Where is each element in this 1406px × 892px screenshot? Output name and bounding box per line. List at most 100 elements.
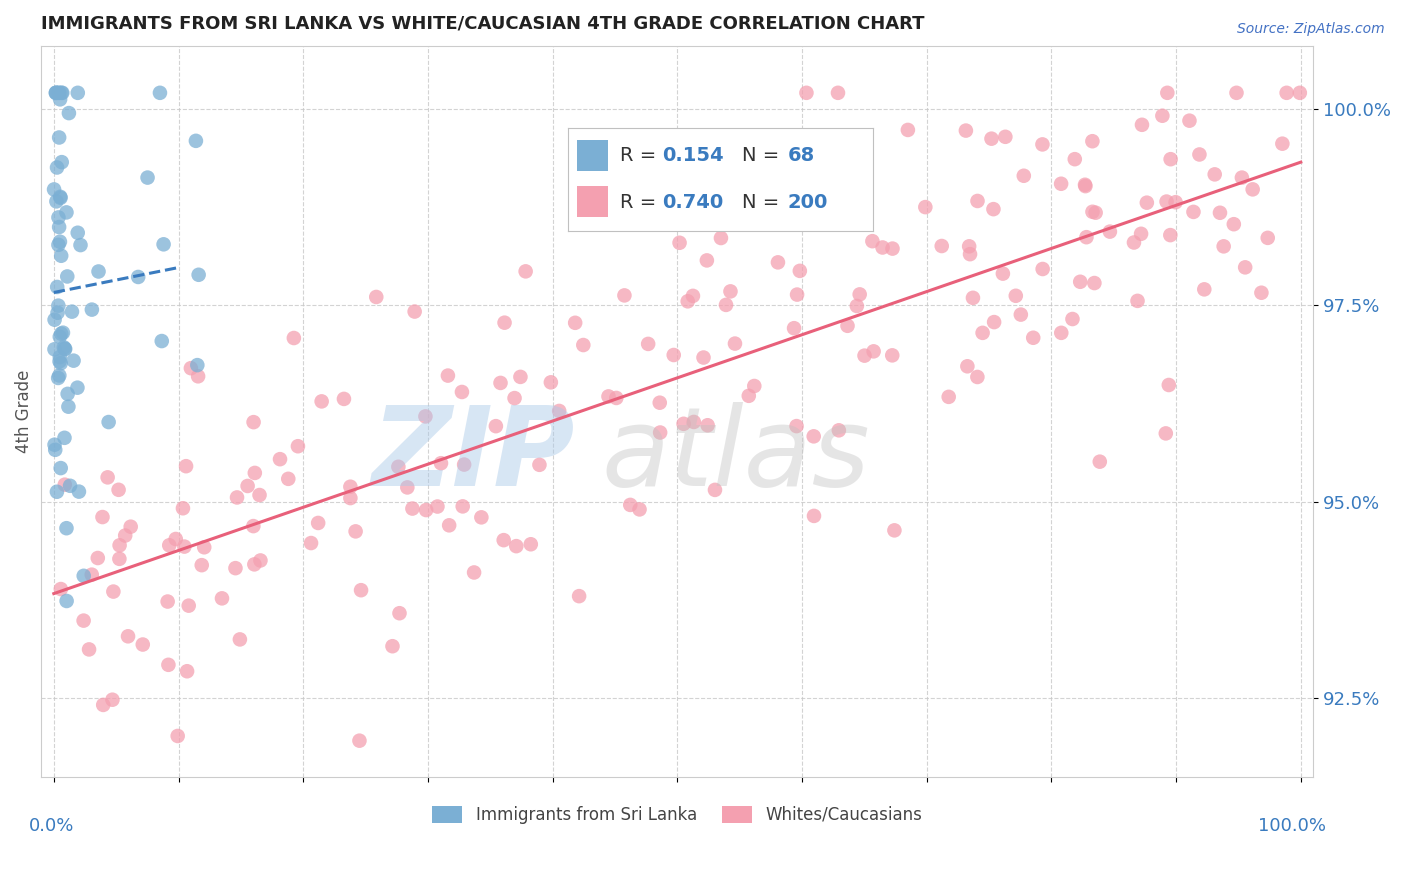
Point (388, 606, 411, 620)
Point (520, 537, 543, 551)
Point (966, 370, 988, 384)
Point (1223, 217, 1246, 231)
Point (1010, 308, 1032, 322)
Point (91, 510, 114, 524)
Point (333, 392, 356, 406)
Point (55, 594, 77, 608)
Point (1230, 170, 1253, 185)
Point (662, 348, 685, 362)
Text: 0.154: 0.154 (662, 146, 724, 165)
Point (166, 729, 188, 743)
Point (1156, 194, 1178, 209)
Point (883, 524, 905, 538)
Point (742, 379, 765, 393)
Point (1154, 426, 1177, 441)
Point (44, 312, 66, 326)
Point (1031, 137, 1053, 152)
Point (1257, 231, 1279, 245)
Point (991, 267, 1014, 281)
Point (45, 484, 67, 499)
Point (387, 459, 409, 474)
Point (704, 483, 727, 497)
Point (51, 155, 73, 169)
Point (828, 423, 851, 437)
Point (242, 415, 264, 429)
Point (56, 269, 79, 284)
Point (962, 291, 984, 305)
Point (860, 234, 883, 248)
Point (564, 316, 586, 330)
Point (1074, 178, 1097, 192)
Point (184, 134, 207, 148)
Point (783, 321, 806, 335)
Text: R =: R = (620, 194, 662, 212)
Point (396, 480, 419, 494)
Point (58, 400, 80, 414)
Point (48, 220, 70, 235)
Point (1225, 86, 1247, 100)
Point (136, 170, 159, 185)
Point (287, 439, 309, 453)
Point (613, 288, 636, 302)
Point (672, 417, 695, 431)
Text: 200: 200 (787, 194, 828, 212)
Point (157, 538, 180, 552)
Point (269, 452, 291, 467)
Point (46, 306, 69, 320)
Point (882, 242, 904, 256)
Point (49, 190, 72, 204)
Point (46, 161, 69, 175)
Point (451, 500, 474, 514)
Point (48, 130, 70, 145)
Point (1275, 86, 1298, 100)
Point (505, 539, 527, 553)
Point (492, 533, 515, 548)
Point (1123, 235, 1146, 250)
Point (172, 501, 194, 516)
Point (1063, 152, 1085, 166)
Point (837, 318, 859, 333)
Point (58, 106, 80, 120)
Point (1164, 195, 1187, 210)
Point (676, 294, 699, 309)
Point (568, 589, 591, 603)
Point (1288, 86, 1310, 100)
Point (668, 235, 690, 250)
Point (49, 191, 72, 205)
Point (44, 438, 66, 452)
Point (97, 470, 120, 484)
Point (66, 86, 89, 100)
Point (211, 591, 233, 606)
Point (1194, 282, 1216, 296)
Point (914, 200, 936, 214)
Point (66, 226, 89, 240)
Point (49, 92, 72, 106)
Point (796, 86, 818, 100)
Point (786, 287, 808, 301)
Point (430, 456, 453, 470)
Text: ZIP: ZIP (373, 401, 575, 508)
Point (682, 289, 704, 303)
Point (882, 348, 904, 362)
Point (150, 334, 173, 348)
Point (53, 477, 76, 491)
Point (48, 354, 70, 368)
Point (463, 566, 485, 580)
Point (931, 239, 953, 253)
Point (53, 342, 76, 356)
Point (73, 569, 96, 583)
Point (1012, 169, 1035, 183)
Point (127, 270, 149, 285)
Point (548, 404, 571, 418)
Point (415, 503, 437, 517)
Point (249, 553, 271, 567)
Point (66, 381, 89, 395)
Point (515, 264, 537, 278)
Point (55, 205, 77, 219)
Text: IMMIGRANTS FROM SRI LANKA VS WHITE/CAUCASIAN 4TH GRADE CORRELATION CHART: IMMIGRANTS FROM SRI LANKA VS WHITE/CAUCA… (41, 15, 925, 33)
Point (1136, 195, 1159, 210)
Point (1241, 182, 1264, 196)
Point (46, 371, 69, 385)
Point (956, 359, 979, 374)
Point (108, 552, 131, 566)
